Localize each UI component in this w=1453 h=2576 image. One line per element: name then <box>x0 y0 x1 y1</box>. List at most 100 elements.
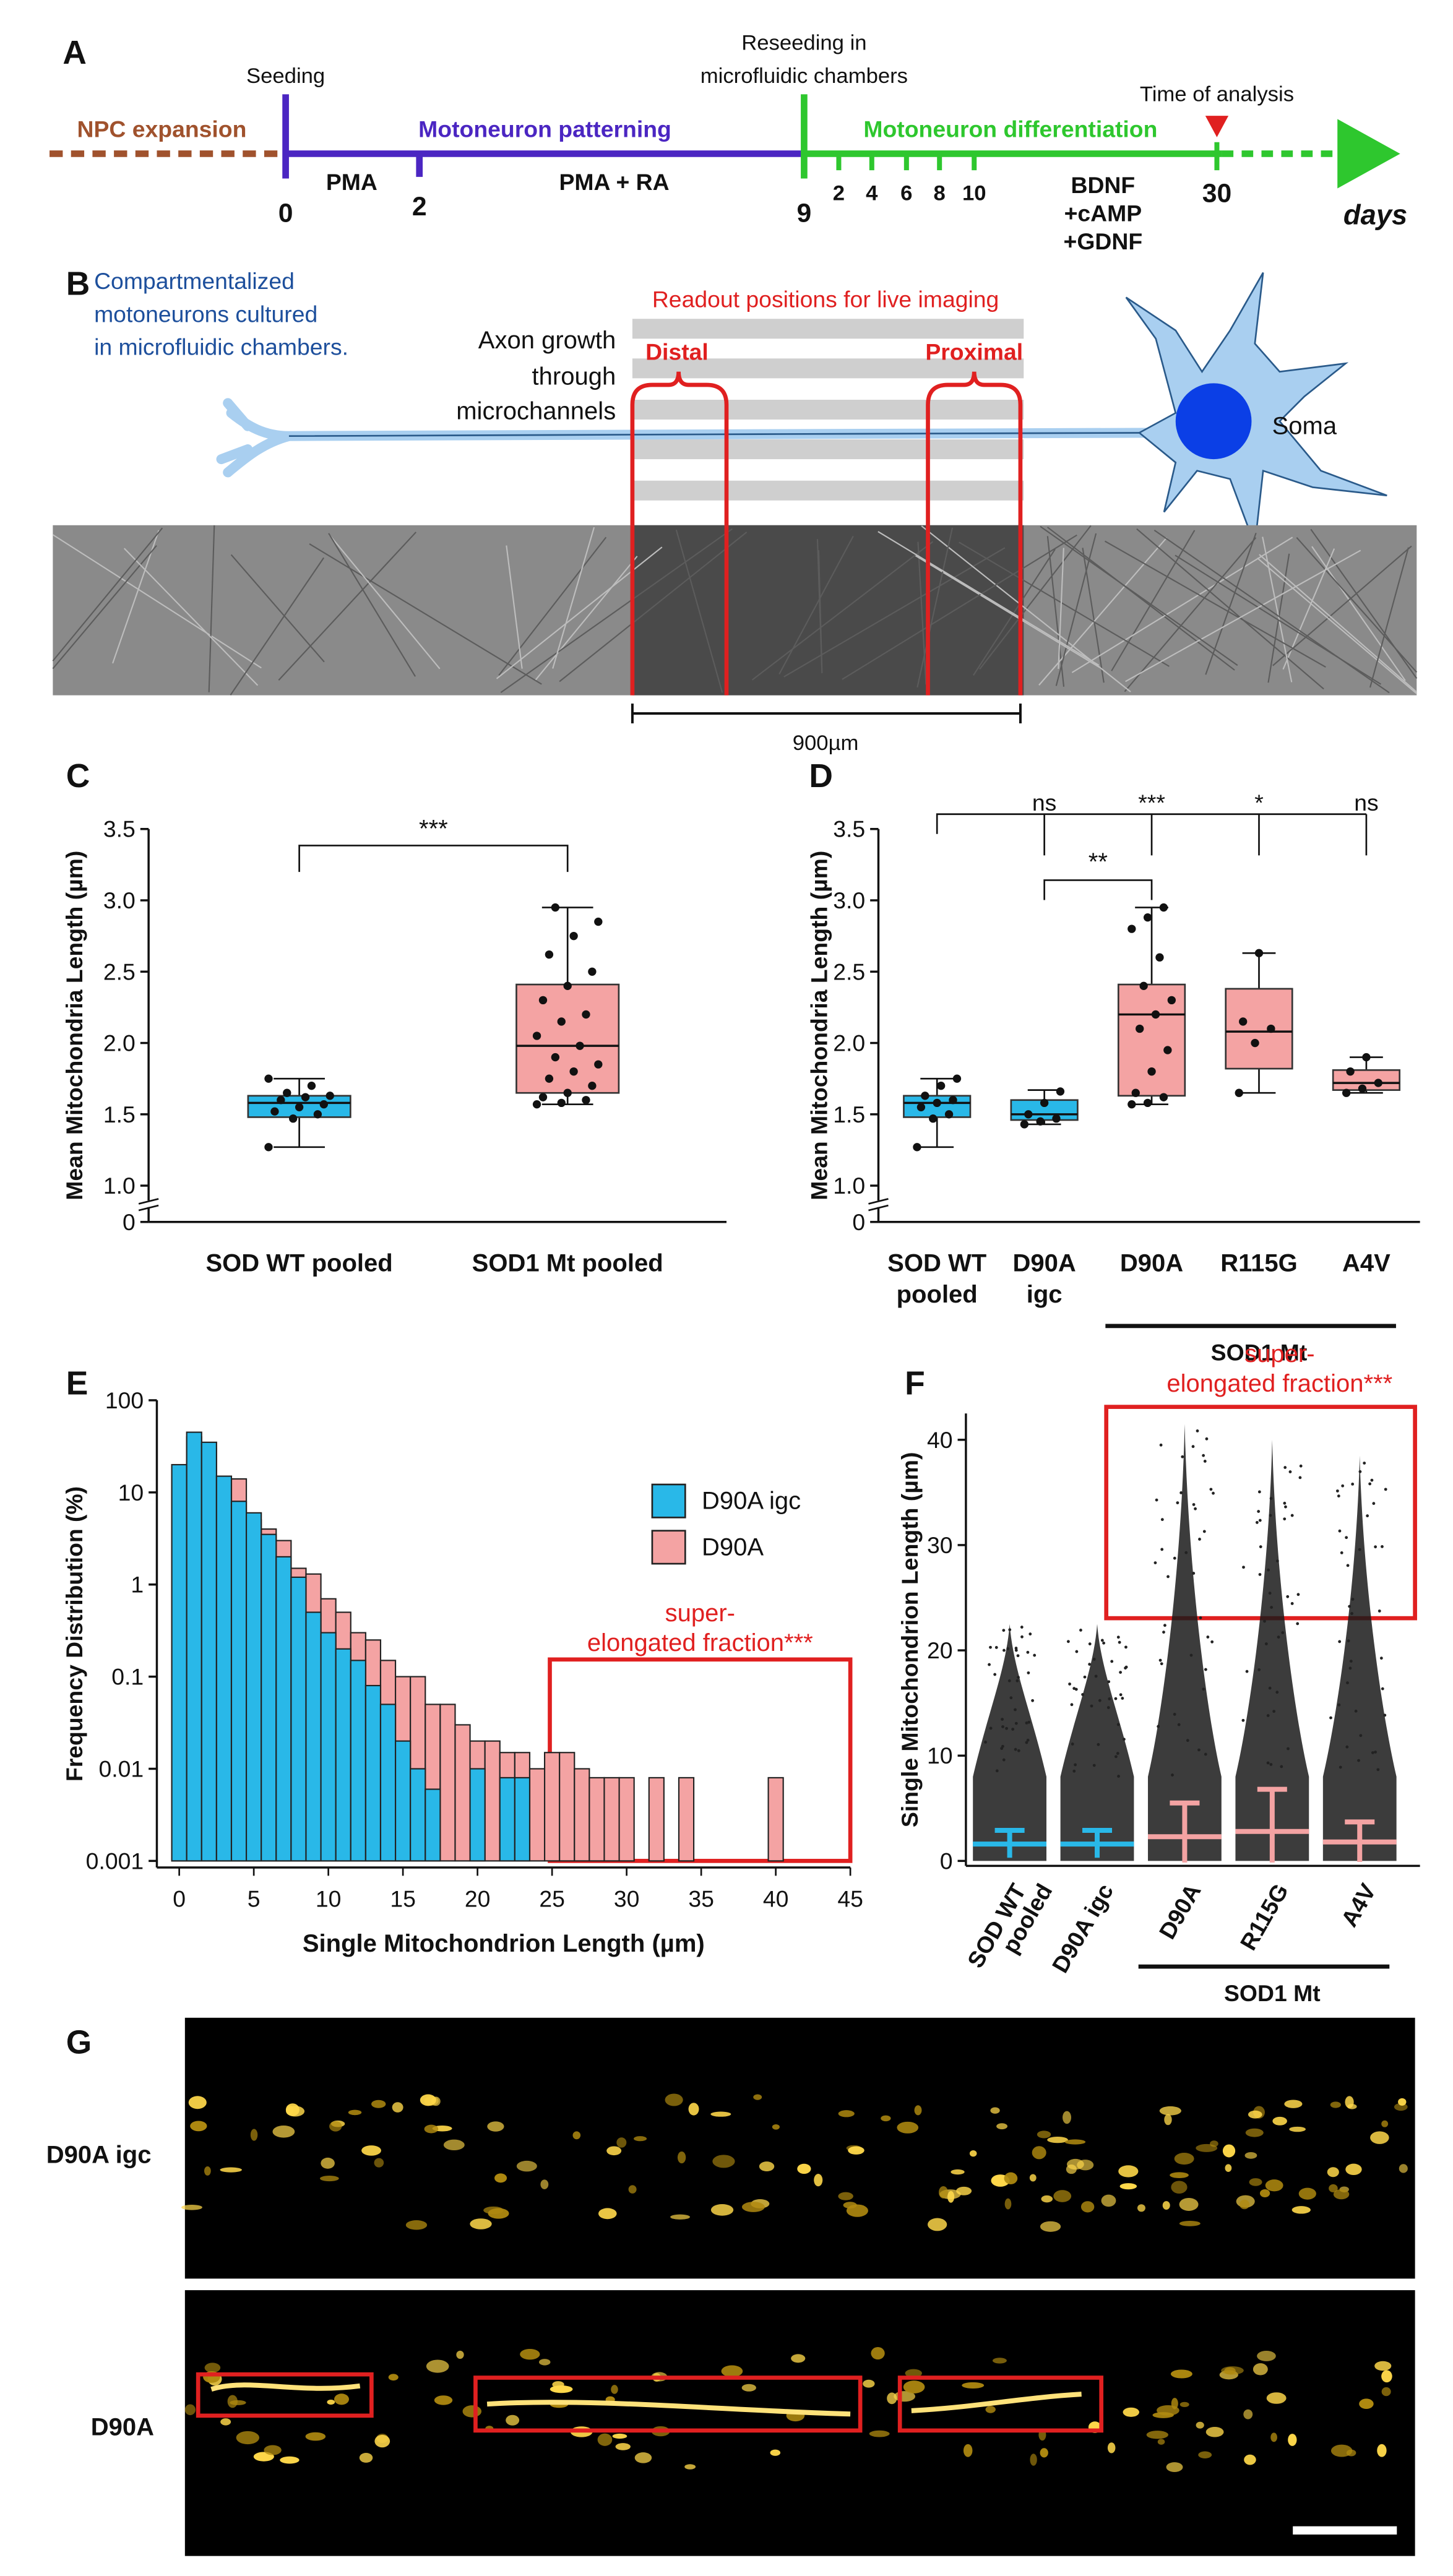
point-texture <box>1116 1723 1120 1726</box>
mitochondrion <box>1040 2221 1061 2232</box>
point-texture <box>1179 1491 1183 1494</box>
mitochondrion <box>598 2208 617 2220</box>
bar <box>425 1788 441 1862</box>
mitochondrion <box>204 2166 211 2176</box>
point <box>557 1017 566 1026</box>
point-texture <box>1198 1538 1201 1541</box>
bar <box>290 1576 307 1862</box>
point-texture <box>1092 1658 1096 1661</box>
point-texture <box>1255 1521 1259 1524</box>
point-texture <box>1118 1640 1121 1644</box>
legend-swatch <box>651 1483 686 1518</box>
point-texture <box>1066 1640 1070 1643</box>
point <box>1024 1110 1033 1119</box>
point-texture <box>1267 1568 1270 1572</box>
point-cloud <box>1060 1624 1134 1861</box>
x-tick-label: R115G <box>1220 1249 1298 1277</box>
point-texture <box>1008 1628 1012 1632</box>
mitochondrion <box>1107 2442 1116 2453</box>
point-texture <box>1014 1708 1017 1712</box>
bar <box>648 1777 665 1862</box>
point-texture <box>1192 1572 1196 1575</box>
fiber <box>1205 532 1257 675</box>
x-tick-label: igc <box>1027 1281 1063 1308</box>
point-texture <box>1191 1445 1195 1449</box>
mitochondrion <box>1123 2407 1139 2417</box>
significance-bracket <box>1043 879 1153 900</box>
bar <box>618 1777 635 1862</box>
point-texture <box>1163 1624 1166 1627</box>
point-texture <box>1072 1769 1076 1773</box>
fiber <box>1046 527 1235 671</box>
mitochondrion <box>1289 2126 1306 2132</box>
point-texture <box>1270 1606 1274 1609</box>
point <box>1151 1010 1160 1019</box>
mitochondrion <box>670 2214 691 2220</box>
point-texture <box>1209 1488 1213 1491</box>
point-texture <box>1268 1592 1272 1595</box>
point <box>1159 1093 1168 1101</box>
mitochondrion <box>710 2204 734 2216</box>
fiber <box>1058 548 1064 669</box>
x-tick-label: R115G <box>1235 1879 1294 1955</box>
point-texture <box>1159 1443 1163 1447</box>
point-texture <box>1071 1742 1074 1746</box>
point-texture <box>1241 1718 1245 1722</box>
y-axis-label: Frequency Distribution (%) <box>61 1486 87 1781</box>
point-texture <box>1210 1640 1214 1643</box>
point-texture <box>1203 1460 1207 1463</box>
fiber <box>842 534 1077 680</box>
point <box>1147 1067 1156 1076</box>
point <box>1143 1098 1152 1108</box>
x-tick-label: SOD1 Mt pooled <box>472 1249 663 1277</box>
mitochondrion <box>1047 2137 1068 2143</box>
fiber <box>500 528 733 693</box>
fiber <box>959 541 1170 667</box>
text: 10 <box>962 181 986 205</box>
x-tick-label: SOD WT <box>887 1249 987 1277</box>
mitochondrion <box>184 2404 196 2416</box>
fiber <box>917 541 927 685</box>
fiber <box>916 527 954 688</box>
point <box>1040 1098 1049 1108</box>
mitochondrion <box>677 2151 686 2164</box>
text: Seeding <box>246 64 325 88</box>
micrograph-channels <box>632 525 1024 696</box>
mitochondrion <box>634 2452 652 2463</box>
point <box>1374 1079 1382 1087</box>
point-texture <box>1177 1723 1181 1726</box>
point-texture <box>1088 1663 1092 1666</box>
point-texture <box>1269 1514 1272 1517</box>
point-texture <box>1346 1681 1349 1684</box>
mitochondrion <box>1359 2398 1374 2410</box>
significance: ns <box>1354 790 1378 816</box>
point-texture <box>1173 1556 1176 1560</box>
point-texture <box>1348 1666 1352 1670</box>
mitochondrion <box>1291 2206 1311 2214</box>
text: Motoneuron differentiation <box>863 116 1157 142</box>
point-texture <box>1007 1679 1011 1682</box>
point-texture <box>995 1769 999 1773</box>
analysis-marker <box>1205 116 1229 137</box>
y-tick-label: 10 <box>927 1742 953 1768</box>
point-texture <box>1017 1749 1020 1752</box>
point-texture <box>984 1741 987 1744</box>
x-tick-label: 35 <box>688 1886 714 1912</box>
point-texture <box>1288 1470 1292 1473</box>
bar <box>678 1777 695 1862</box>
point <box>551 1053 560 1062</box>
point <box>563 1088 572 1097</box>
point-texture <box>1116 1635 1120 1639</box>
significance-bracket <box>936 813 1366 834</box>
point <box>545 1074 554 1083</box>
mitochondrion <box>759 2161 775 2172</box>
mitochondrion <box>1179 2221 1201 2226</box>
fiber <box>1369 547 1410 688</box>
mitochondrion <box>1398 2098 1407 2106</box>
mitochondrion <box>1381 2387 1391 2397</box>
mitochondrion <box>1239 2199 1250 2210</box>
point-texture <box>1079 1629 1082 1632</box>
text: in microfluidic chambers. <box>94 334 348 360</box>
panel-label: F <box>905 1366 925 1402</box>
point-texture <box>1206 1635 1210 1639</box>
